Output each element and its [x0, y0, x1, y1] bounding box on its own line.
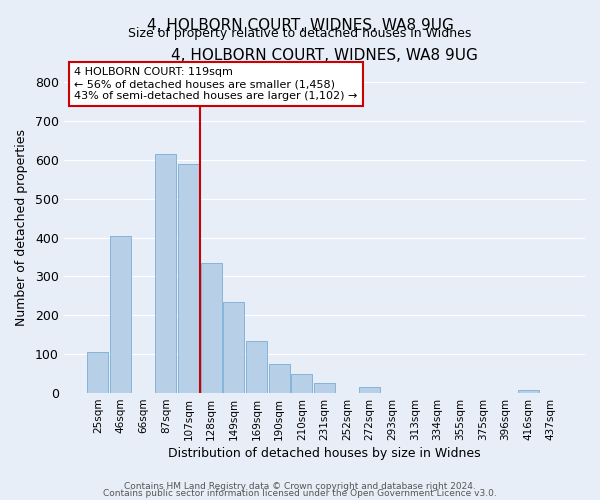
Text: Contains public sector information licensed under the Open Government Licence v3: Contains public sector information licen… [103, 490, 497, 498]
Text: 4, HOLBORN COURT, WIDNES, WA8 9UG: 4, HOLBORN COURT, WIDNES, WA8 9UG [146, 18, 454, 32]
Bar [201, 263, 221, 393]
Bar [88, 352, 109, 393]
Bar [178, 164, 199, 393]
Text: Size of property relative to detached houses in Widnes: Size of property relative to detached ho… [128, 28, 472, 40]
Bar [110, 236, 131, 393]
Bar [292, 374, 312, 393]
Y-axis label: Number of detached properties: Number of detached properties [15, 130, 28, 326]
Bar [359, 387, 380, 393]
Bar [223, 302, 244, 393]
Text: Contains HM Land Registry data © Crown copyright and database right 2024.: Contains HM Land Registry data © Crown c… [124, 482, 476, 491]
X-axis label: Distribution of detached houses by size in Widnes: Distribution of detached houses by size … [168, 447, 481, 460]
Bar [269, 364, 290, 393]
Bar [518, 390, 539, 393]
Title: 4, HOLBORN COURT, WIDNES, WA8 9UG: 4, HOLBORN COURT, WIDNES, WA8 9UG [171, 48, 478, 62]
Text: 4 HOLBORN COURT: 119sqm
← 56% of detached houses are smaller (1,458)
43% of semi: 4 HOLBORN COURT: 119sqm ← 56% of detache… [74, 68, 358, 100]
Bar [314, 384, 335, 393]
Bar [246, 340, 267, 393]
Bar [155, 154, 176, 393]
